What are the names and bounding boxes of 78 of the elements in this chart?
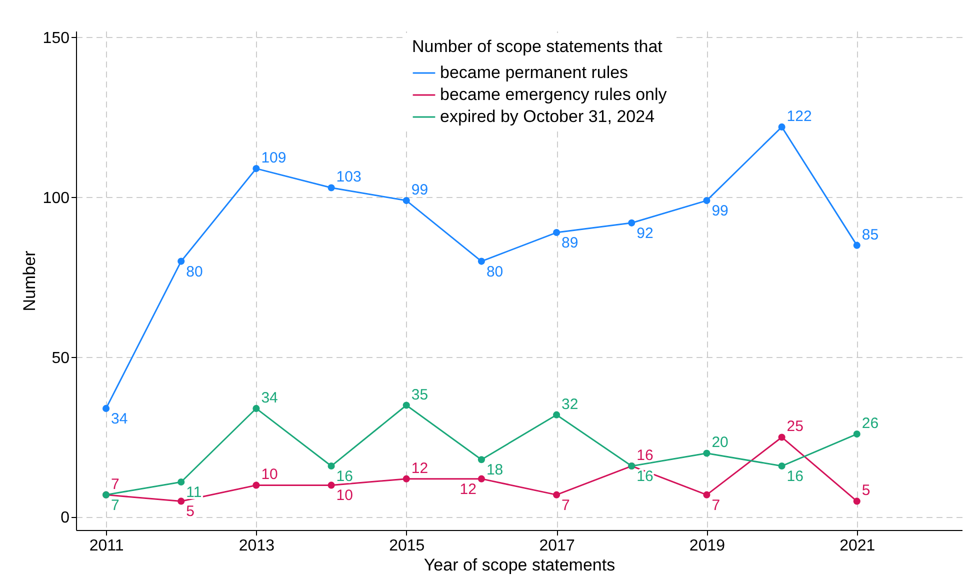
data-label: 80 [186, 263, 203, 280]
point [553, 411, 560, 418]
point [703, 491, 710, 498]
point [402, 475, 410, 482]
point [478, 456, 485, 464]
y-tick-label: 150 [42, 30, 70, 47]
data-label: 16 [636, 468, 654, 486]
point [252, 404, 260, 412]
point [553, 228, 560, 236]
data-label: 85 [862, 226, 879, 244]
data-label: 92 [636, 224, 654, 242]
point [402, 197, 410, 204]
point [778, 462, 786, 470]
legend-title: Number of scope statements that [412, 37, 663, 56]
data-label: 7 [562, 496, 570, 514]
data-label: 10 [261, 466, 278, 484]
data-label: 11 [186, 484, 202, 502]
point [628, 219, 636, 226]
y-axis-title: Number [20, 250, 39, 312]
point [178, 498, 185, 505]
point [328, 482, 335, 489]
data-label: 35 [411, 386, 428, 404]
data-label: 5 [186, 503, 194, 520]
y-tick-label: 100 [42, 190, 70, 207]
data-label: 16 [336, 468, 353, 486]
point [853, 430, 860, 438]
x-tick-label: 2011 [89, 538, 124, 554]
point [778, 123, 786, 130]
point [328, 462, 335, 470]
data-label: 99 [712, 202, 728, 220]
data-label: 34 [261, 389, 278, 406]
point [178, 258, 185, 265]
x-tick-label: 2015 [389, 538, 425, 554]
x-tick-label: 2013 [238, 538, 275, 554]
data-label: 18 [486, 462, 504, 479]
point [178, 478, 185, 486]
point [402, 402, 410, 409]
data-label: 103 [336, 168, 362, 186]
point [478, 258, 485, 265]
y-tick-label: 50 [52, 350, 70, 367]
data-label: 10 [336, 487, 353, 504]
point [853, 242, 860, 249]
data-label: 7 [111, 496, 120, 514]
point [102, 404, 110, 412]
point [553, 491, 560, 498]
point [252, 165, 260, 172]
point [703, 197, 710, 204]
data-label: 80 [486, 263, 504, 280]
data-label: 99 [411, 182, 428, 199]
data-label: 16 [786, 468, 804, 486]
data-label: 34 [111, 410, 128, 428]
data-label: 7 [712, 496, 720, 514]
data-label: 12 [411, 460, 428, 477]
data-label: 109 [261, 150, 286, 167]
point [478, 475, 485, 482]
point [853, 498, 860, 505]
data-label: 32 [562, 396, 578, 413]
legend-label: became emergency rules only [440, 85, 668, 104]
data-label: 26 [862, 415, 879, 432]
y-tick-label: 0 [60, 510, 70, 527]
data-label: 16 [636, 447, 654, 464]
x-tick-label: 2019 [689, 538, 726, 554]
legend-label: expired by October 31, 2024 [440, 107, 655, 126]
data-label: 20 [712, 434, 728, 452]
data-label: 25 [786, 418, 804, 436]
point [252, 482, 260, 489]
legend-label: became permanent rules [440, 63, 628, 82]
x-tick-label: 2021 [840, 538, 876, 554]
data-label: 122 [786, 108, 812, 125]
data-label: 89 [562, 234, 578, 252]
point [703, 450, 710, 457]
data-label: 12 [460, 480, 476, 498]
x-tick-label: 2017 [539, 538, 575, 554]
point [778, 434, 786, 441]
point [328, 184, 335, 192]
x-axis-title: Year of scope statements [424, 556, 616, 574]
data-label: 5 [862, 482, 870, 500]
data-label: 7 [111, 476, 120, 493]
